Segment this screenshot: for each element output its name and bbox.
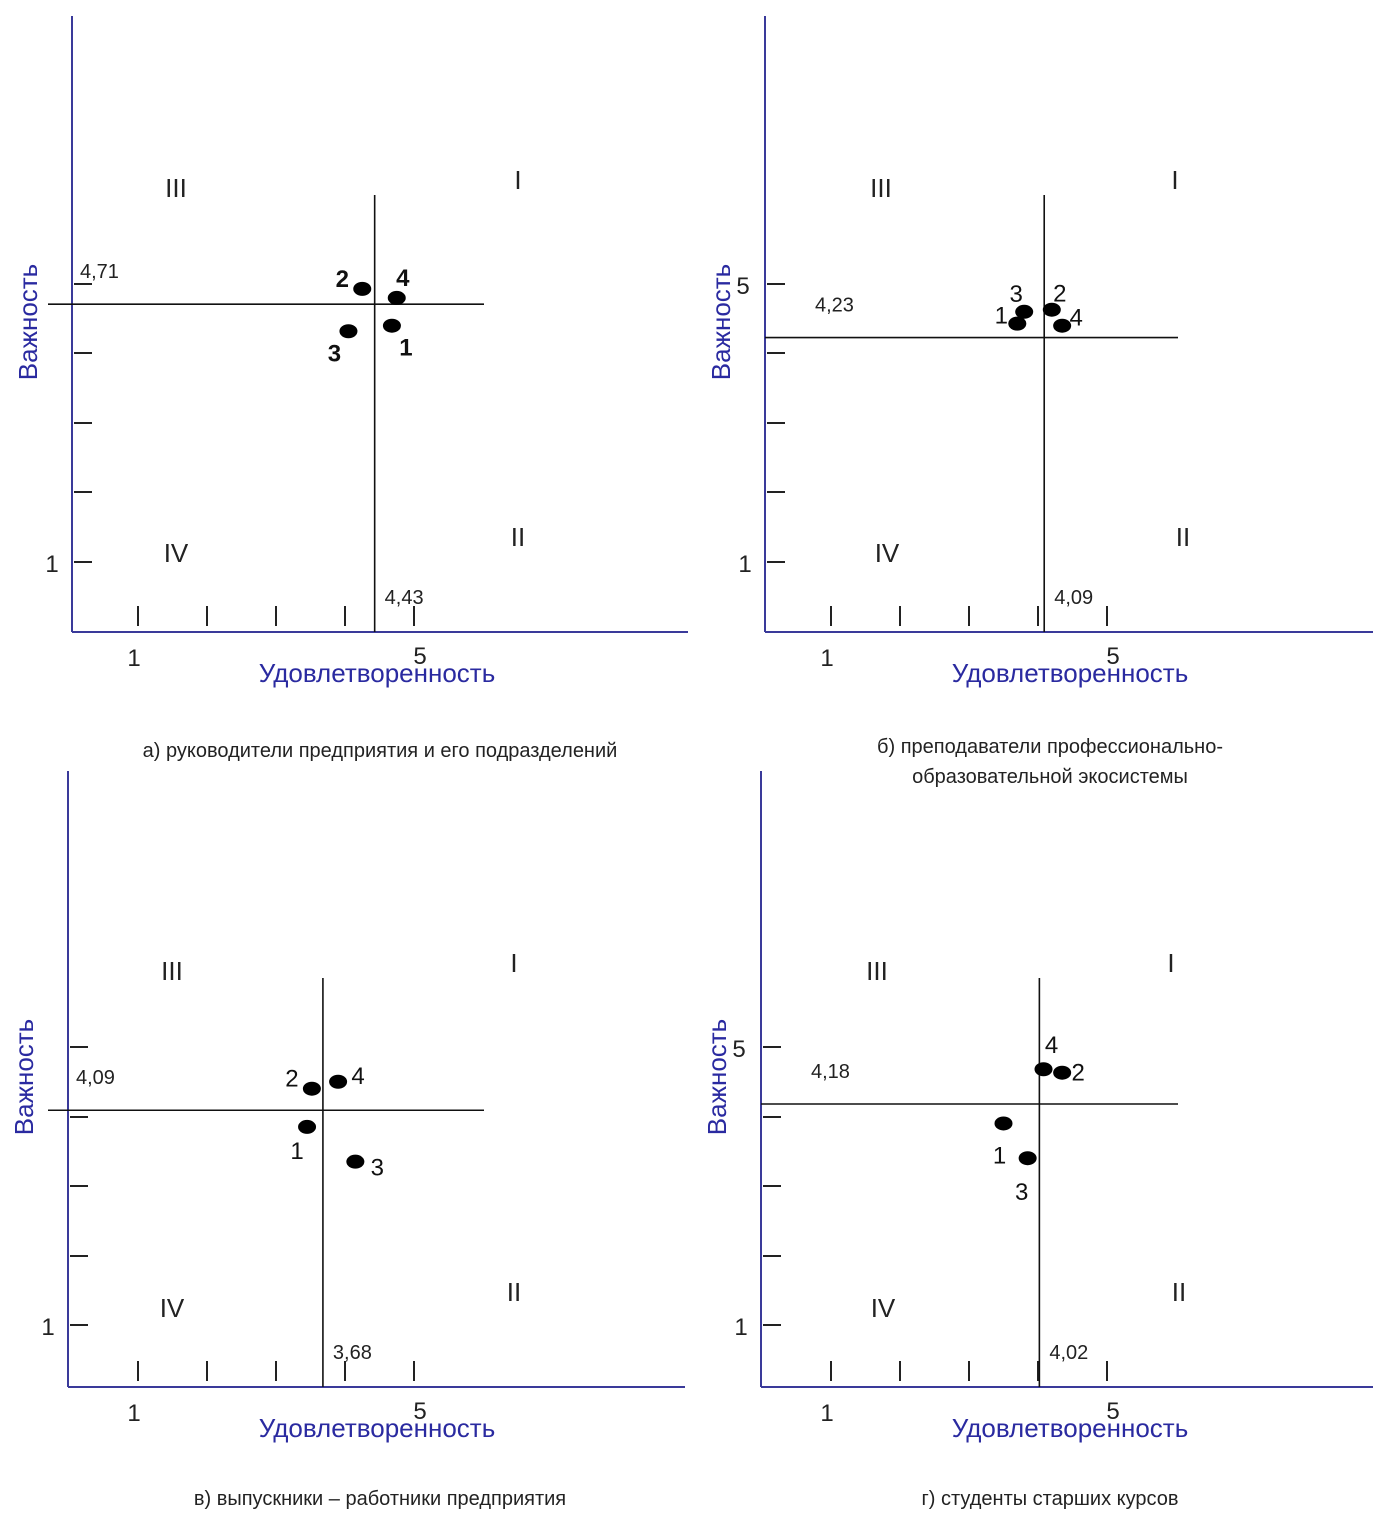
panel-3-quadrant-I: I <box>510 948 517 978</box>
panel-3-point-label-3: 3 <box>371 1155 384 1182</box>
panel-1-quadrant-III: III <box>165 173 187 203</box>
panel-3-point-2 <box>302 1081 321 1096</box>
panel-3-mean-x-label: 3,68 <box>333 1342 372 1364</box>
panel-3-x-tick-label-1: 1 <box>127 1400 140 1427</box>
panel-1-quadrant-II: II <box>511 522 525 552</box>
panel-4-quadrant-I: I <box>1167 948 1174 978</box>
panel-3-quadrant-II: II <box>507 1277 521 1307</box>
panel-4-x-tick-label-5: 5 <box>1106 1398 1119 1425</box>
panel-3-point-label-2: 2 <box>285 1066 298 1093</box>
panel-4-mean-x-label: 4,02 <box>1049 1342 1088 1364</box>
panel-1-point-label-1: 1 <box>399 335 412 362</box>
caption-d: г) студенты старших курсов <box>921 1488 1179 1510</box>
panel-1-y-tick-label-1: 1 <box>45 551 58 578</box>
panel-1-point-1 <box>382 318 401 333</box>
panel-4-y-axis-label: Важность <box>702 1019 732 1135</box>
panel-4-point-label-1: 1 <box>993 1142 1006 1169</box>
panel-3-y-axis-label: Важность <box>9 1019 39 1135</box>
panel-1-x-tick-label-5: 5 <box>413 643 426 670</box>
panel-4-quadrant-II: II <box>1172 1277 1186 1307</box>
panel-4-point-2 <box>1053 1065 1072 1080</box>
panel-2-y-tick-label-5: 5 <box>736 273 749 300</box>
panel-1-quadrant-IV: IV <box>164 538 189 568</box>
panel-4-point-4 <box>1034 1062 1053 1077</box>
panel-4-quadrant-III: III <box>866 956 888 986</box>
panel-4-point-label-3: 3 <box>1015 1179 1028 1206</box>
panel-3-point-label-1: 1 <box>290 1138 303 1165</box>
panel-4-point-label-4: 4 <box>1045 1032 1058 1059</box>
panel-2-quadrant-I: I <box>1171 165 1178 195</box>
panel-2-point-label-4: 4 <box>1069 305 1082 332</box>
panel-2-point-label-1: 1 <box>995 303 1008 330</box>
panel-2-quadrant-III: III <box>870 173 892 203</box>
panel-2-point-4 <box>1053 318 1072 333</box>
panel-1-quadrant-I: I <box>514 165 521 195</box>
panel-4-mean-y-label: 4,18 <box>811 1061 850 1083</box>
panel-2-point-1 <box>1008 316 1027 331</box>
panel-2-x-tick-label-1: 1 <box>820 645 833 672</box>
panel-4-point-3 <box>1018 1151 1037 1166</box>
panel-4-y-tick-label-5: 5 <box>732 1036 745 1063</box>
panel-4-y-tick-label-1: 1 <box>734 1314 747 1341</box>
panel-1-point-label-4: 4 <box>396 265 410 292</box>
panel-3-quadrant-III: III <box>161 956 183 986</box>
panel-3-x-axis-label: Удовлетворенность <box>259 1413 496 1443</box>
panel-1-x-tick-label-1: 1 <box>127 645 140 672</box>
panel-2-y-tick-label-1: 1 <box>738 551 751 578</box>
panel-1-point-label-2: 2 <box>336 266 349 293</box>
panel-2-mean-x-label: 4,09 <box>1054 587 1093 609</box>
panel-1-point-3 <box>339 324 358 339</box>
panel-4-x-axis-label: Удовлетворенность <box>952 1413 1189 1443</box>
panel-2-y-axis-label: Важность <box>706 264 736 380</box>
caption-b-line-1: б) преподаватели профессионально- <box>877 736 1223 758</box>
caption-b-line-2: образовательной экосистемы <box>912 766 1188 788</box>
panel-1-point-2 <box>353 281 372 296</box>
panel-3-point-label-4: 4 <box>351 1063 364 1090</box>
panel-2-point-2 <box>1042 302 1061 317</box>
panel-1-point-4 <box>387 290 406 305</box>
panel-2-quadrant-IV: IV <box>875 538 900 568</box>
panel-2-x-tick-label-5: 5 <box>1106 643 1119 670</box>
panel-2-quadrant-II: II <box>1176 522 1190 552</box>
panel-3-point-3 <box>346 1154 365 1169</box>
panel-2-point-label-3: 3 <box>1010 281 1023 308</box>
caption-c: в) выпускники – работники предприятия <box>193 1488 567 1510</box>
panel-1-mean-y-label: 4,71 <box>80 261 119 283</box>
panel-3-quadrant-IV: IV <box>160 1293 185 1323</box>
panel-4-point-label-2: 2 <box>1071 1060 1084 1087</box>
panel-2-point-label-2: 2 <box>1053 281 1066 308</box>
caption-b: б) преподаватели профессионально- образо… <box>760 732 1340 792</box>
panel-2-point-3 <box>1015 304 1034 319</box>
panel-4-point-1 <box>994 1116 1013 1131</box>
caption-a: а) руководители предприятия и его подраз… <box>142 740 618 762</box>
panel-1-mean-x-label: 4,43 <box>385 587 424 609</box>
panel-3-point-4 <box>329 1074 348 1089</box>
panel-4-x-tick-label-1: 1 <box>820 1400 833 1427</box>
panel-3-mean-y-label: 4,09 <box>76 1067 115 1089</box>
panel-3-point-1 <box>298 1119 317 1134</box>
panel-2-x-axis-label: Удовлетворенность <box>952 658 1189 688</box>
panel-1-x-axis-label: Удовлетворенность <box>259 658 496 688</box>
panel-3-y-tick-label-1: 1 <box>41 1314 54 1341</box>
panel-4-quadrant-IV: IV <box>871 1293 896 1323</box>
panel-2-mean-y-label: 4,23 <box>815 295 854 317</box>
panel-1-y-axis-label: Важность <box>13 264 43 380</box>
panel-1-point-label-3: 3 <box>328 340 341 367</box>
panel-3-x-tick-label-5: 5 <box>413 1398 426 1425</box>
